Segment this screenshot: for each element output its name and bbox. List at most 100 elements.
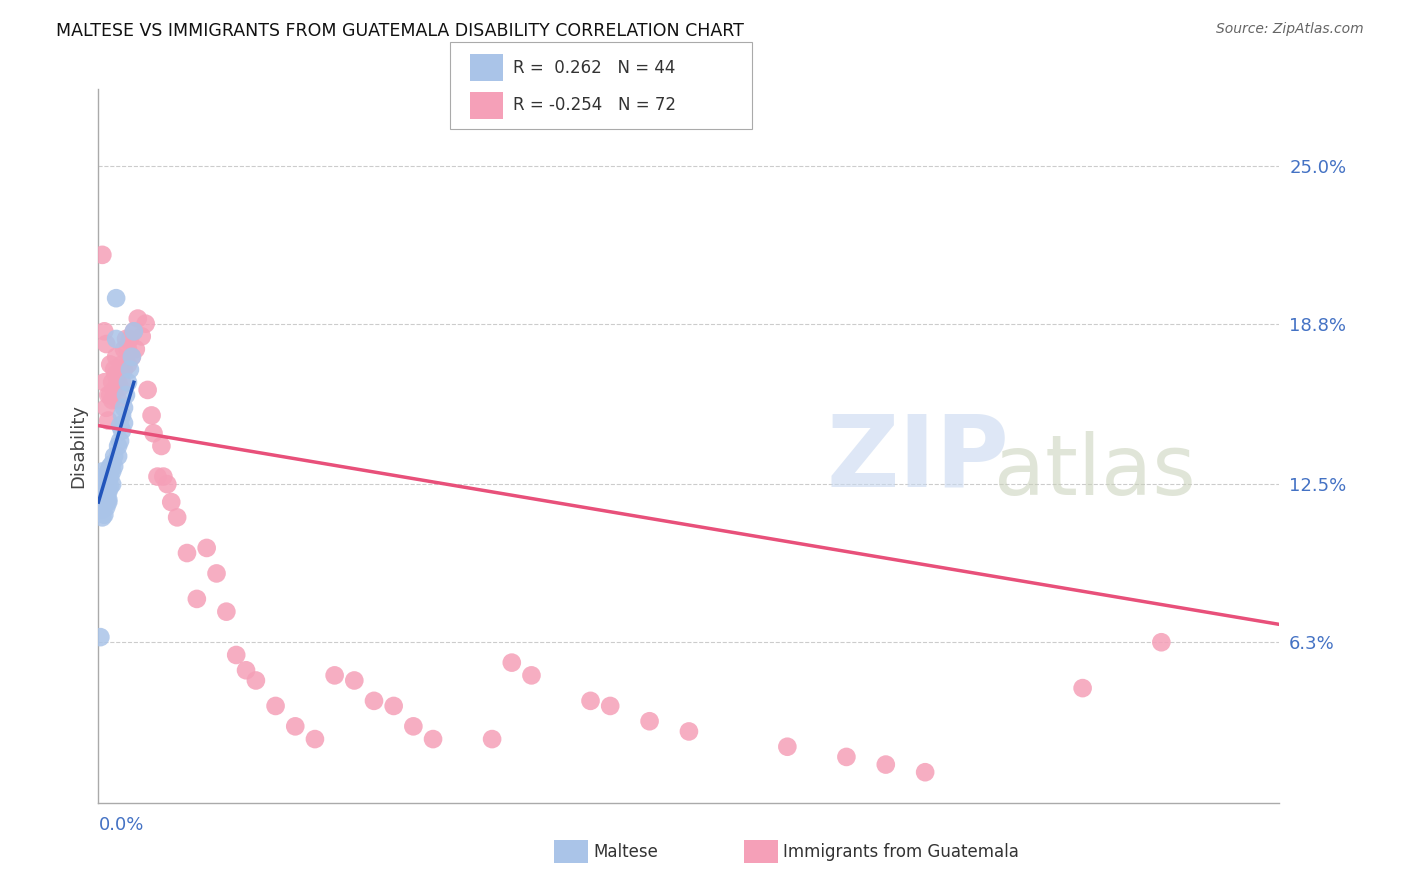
Point: [107, 439, 129, 453]
Point: [93, 477, 115, 491]
Point: [101, 477, 124, 491]
Point: [93, 376, 115, 390]
Text: R = -0.254   N = 72: R = -0.254 N = 72: [513, 96, 676, 114]
Point: [323, 668, 346, 682]
Point: [97, 472, 120, 486]
Point: [205, 566, 228, 581]
Point: [97, 492, 120, 507]
Point: [501, 656, 523, 670]
Point: [98, 388, 121, 402]
Point: [135, 317, 157, 331]
Point: [176, 546, 198, 560]
Point: [160, 495, 183, 509]
Point: [96, 490, 118, 504]
Point: [103, 362, 125, 376]
Point: [103, 449, 125, 463]
Point: [363, 694, 385, 708]
Point: [225, 648, 247, 662]
Point: [105, 350, 128, 364]
Point: [127, 311, 149, 326]
Point: [91, 248, 114, 262]
Point: [835, 750, 858, 764]
Point: [93, 490, 115, 504]
Point: [96, 469, 118, 483]
Point: [96, 480, 118, 494]
Point: [98, 469, 121, 483]
Point: [111, 409, 134, 423]
Y-axis label: Disability: Disability: [69, 404, 87, 488]
Point: [107, 449, 129, 463]
Point: [96, 495, 118, 509]
Point: [93, 508, 115, 522]
Point: [121, 350, 143, 364]
Point: [112, 416, 135, 430]
Point: [235, 663, 257, 677]
Point: [97, 388, 120, 402]
Point: [215, 605, 238, 619]
Text: Immigrants from Guatemala: Immigrants from Guatemala: [783, 843, 1019, 861]
Point: [101, 465, 124, 479]
Point: [105, 291, 128, 305]
Point: [105, 332, 128, 346]
Point: [115, 332, 138, 346]
Point: [111, 358, 134, 372]
Point: [96, 500, 118, 515]
Point: [115, 388, 138, 402]
Point: [91, 465, 114, 479]
Point: [101, 376, 124, 390]
Text: ZIP: ZIP: [827, 410, 1010, 508]
Point: [101, 457, 124, 471]
Point: [142, 426, 165, 441]
Point: [875, 757, 897, 772]
Point: [304, 732, 326, 747]
Point: [122, 324, 145, 338]
Point: [638, 714, 661, 729]
Point: [89, 630, 111, 644]
Point: [1071, 681, 1094, 695]
Point: [118, 362, 141, 376]
Point: [93, 495, 115, 509]
Point: [284, 719, 307, 733]
Point: [105, 368, 128, 382]
Point: [599, 698, 621, 713]
Point: [131, 329, 153, 343]
Point: [97, 495, 120, 509]
Point: [107, 393, 129, 408]
Point: [101, 393, 124, 408]
Point: [141, 409, 163, 423]
Text: 0.0%: 0.0%: [98, 815, 143, 834]
Point: [108, 380, 131, 394]
Point: [91, 490, 114, 504]
Point: [97, 484, 120, 499]
Point: [146, 469, 169, 483]
Point: [152, 469, 174, 483]
Point: [108, 362, 131, 376]
Point: [93, 469, 115, 483]
Point: [118, 332, 141, 346]
Point: [121, 350, 143, 364]
Point: [97, 465, 120, 479]
Point: [96, 337, 118, 351]
Point: [125, 342, 148, 356]
Point: [112, 401, 135, 415]
Point: [481, 732, 503, 747]
Point: [1150, 635, 1173, 649]
Point: [402, 719, 425, 733]
Point: [195, 541, 218, 555]
Point: [108, 434, 131, 448]
Point: [156, 477, 179, 491]
Point: [579, 694, 602, 708]
Point: [112, 362, 135, 376]
Point: [91, 502, 114, 516]
Point: [117, 358, 139, 372]
Point: [96, 401, 118, 415]
Point: [186, 591, 208, 606]
Point: [107, 376, 129, 390]
Point: [136, 383, 159, 397]
Point: [520, 668, 543, 682]
Point: [103, 383, 125, 397]
Point: [111, 376, 134, 390]
Point: [264, 698, 287, 713]
Point: [150, 439, 173, 453]
Point: [93, 324, 115, 338]
